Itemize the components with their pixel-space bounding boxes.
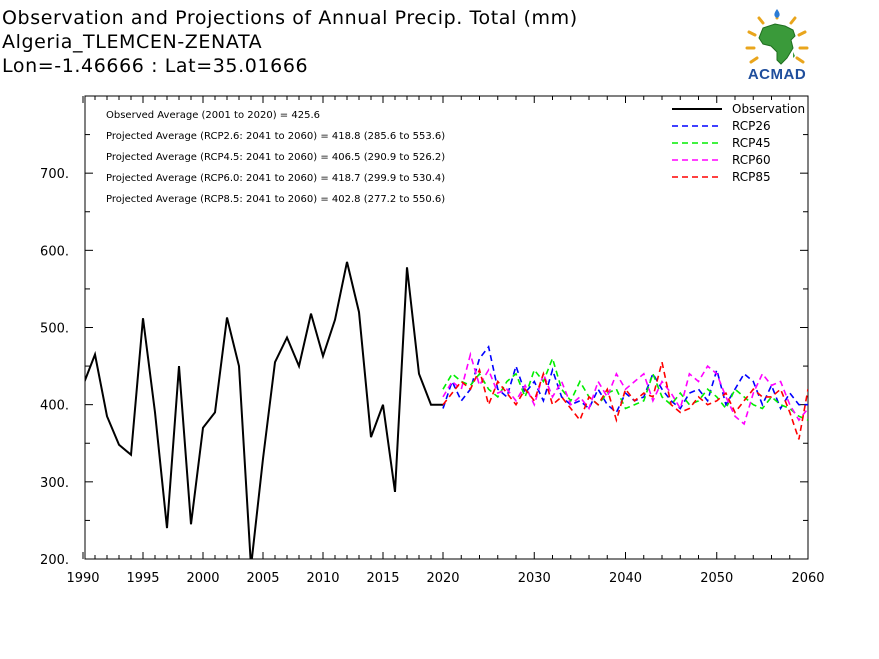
africa-map-icon	[745, 9, 809, 65]
acmad-logo: ACMAD	[737, 8, 819, 86]
x-tick-label: 2060	[791, 571, 824, 586]
y-tick-label: 300.	[40, 476, 69, 491]
chart-title-block: Observation and Projections of Annual Pr…	[2, 6, 578, 78]
annotation-line: Projected Average (RCP8.5: 2041 to 2060)…	[106, 194, 445, 205]
y-axis-tick-labels: 200. 300. 400. 500. 600. 700.	[40, 167, 69, 568]
x-tick-label: 2040	[609, 571, 642, 586]
legend-label: RCP26	[732, 119, 771, 133]
x-tick-label: 2030	[518, 571, 551, 586]
x-tick-label: 2005	[246, 571, 279, 586]
annotation-line: Projected Average (RCP6.0: 2041 to 2060)…	[106, 173, 445, 184]
x-axis-tick-labels: 1990 1995 2000 2005 2010 2015 2020 2030 2040 2050…	[66, 571, 824, 586]
logo-text: ACMAD	[747, 66, 807, 83]
y-tick-label: 400.	[40, 399, 69, 414]
series-line-rcp60	[442, 351, 808, 426]
legend-label: Observation	[732, 102, 805, 116]
series-line-observation	[85, 261, 443, 559]
station-coordinates: Lon=-1.46666 : Lat=35.01666	[2, 55, 309, 77]
x-tick-label: 2015	[366, 571, 399, 586]
x-tick-label: 1990	[66, 571, 99, 586]
y-tick-label: 200.	[40, 553, 69, 568]
x-tick-label: 2000	[186, 571, 219, 586]
axis-ticks	[82, 95, 809, 560]
x-tick-label: 1995	[126, 571, 159, 586]
station-name: Algeria_TLEMCEN-ZENATA	[2, 31, 263, 53]
data-series	[85, 261, 808, 559]
annotation-line: Observed Average (2001 to 2020) = 425.6	[106, 110, 320, 121]
chart-title: Observation and Projections of Annual Pr…	[2, 7, 578, 29]
legend-label: RCP45	[732, 136, 771, 150]
plot-frame	[84, 95, 809, 560]
x-tick-label: 2010	[306, 571, 339, 586]
series-line-rcp26	[442, 344, 808, 414]
y-tick-label: 500.	[40, 322, 69, 337]
x-tick-label: 2020	[426, 571, 459, 586]
legend-label: RCP60	[732, 153, 771, 167]
legend-label: RCP85	[732, 170, 771, 184]
y-tick-label: 700.	[40, 167, 69, 182]
series-line-rcp45	[442, 355, 808, 421]
annotation-line: Projected Average (RCP4.5: 2041 to 2060)…	[106, 152, 445, 163]
x-tick-label: 2050	[700, 571, 733, 586]
chart-legend: Observation RCP26 RCP45 RCP60 RCP85	[672, 102, 805, 184]
y-tick-label: 600.	[40, 244, 69, 259]
annotation-line: Projected Average (RCP2.6: 2041 to 2060)…	[106, 131, 445, 142]
series-line-rcp85	[442, 361, 808, 440]
chart-annotations: Observed Average (2001 to 2020) = 425.6 P…	[106, 110, 445, 205]
